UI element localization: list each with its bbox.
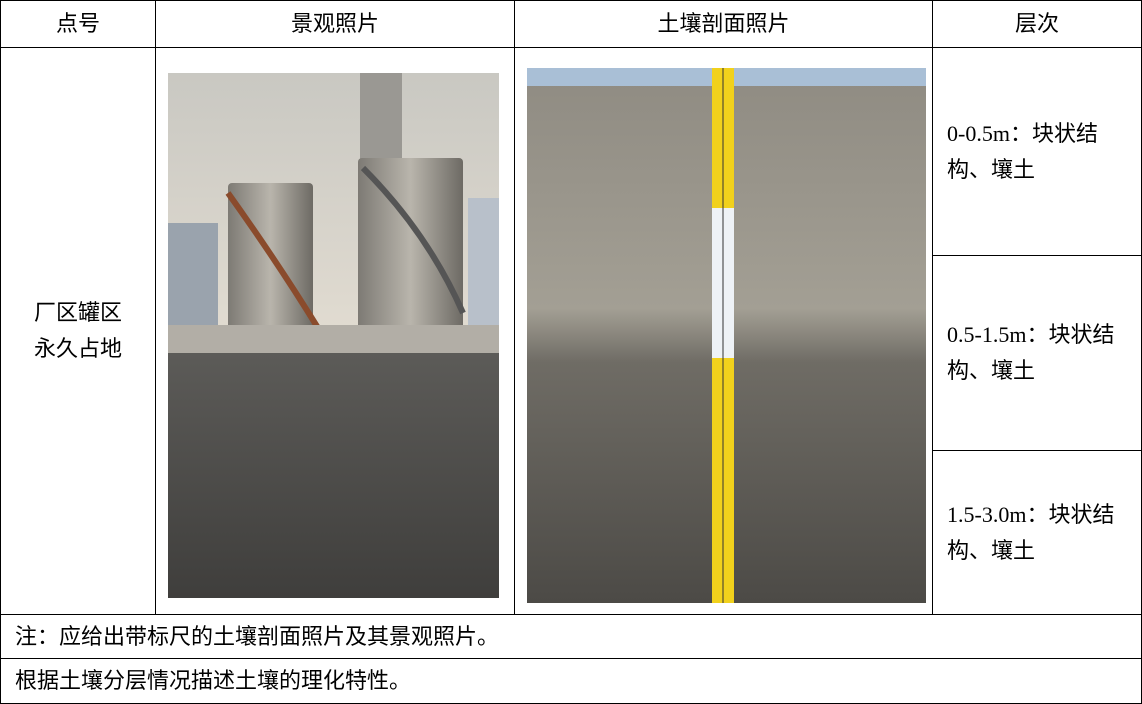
- header-cell: 景观照片: [155, 0, 515, 48]
- header-cell: 点号: [0, 0, 156, 48]
- point-line: 厂区罐区: [33, 300, 122, 325]
- description-text: 根据土壤分层情况描述土壤的理化特性。: [15, 668, 412, 693]
- profile-photo: [527, 68, 926, 603]
- header-text: 层次: [1014, 11, 1059, 36]
- header-text: 点号: [55, 11, 100, 36]
- point-line: 永久占地: [33, 336, 122, 361]
- layer-text: 0-0.5m：块状结构、壤土: [947, 120, 1098, 182]
- note-text: 注：应给出带标尺的土壤剖面照片及其景观照片。: [15, 623, 500, 649]
- layer-cell: 1.5-3.0m：块状结构、壤土: [932, 450, 1142, 615]
- landscape-photo: [168, 73, 499, 598]
- header-text: 土壤剖面照片: [657, 11, 790, 36]
- header-cell: 层次: [932, 0, 1142, 48]
- layer-text: 0.5-1.5m：块状结构、壤土: [947, 322, 1115, 383]
- header-cell: 土壤剖面照片: [514, 0, 933, 48]
- layer-text: 1.5-3.0m：块状结构、壤土: [947, 501, 1115, 563]
- header-text: 景观照片: [290, 11, 379, 36]
- layer-cell: 0.5-1.5m：块状结构、壤土: [932, 255, 1142, 451]
- description-cell: 根据土壤分层情况描述土壤的理化特性。: [0, 658, 1142, 704]
- layer-cell: 0-0.5m：块状结构、壤土: [932, 47, 1142, 256]
- note-cell: 注：应给出带标尺的土壤剖面照片及其景观照片。: [0, 614, 1142, 659]
- point-cell: 厂区罐区 永久占地: [0, 47, 156, 615]
